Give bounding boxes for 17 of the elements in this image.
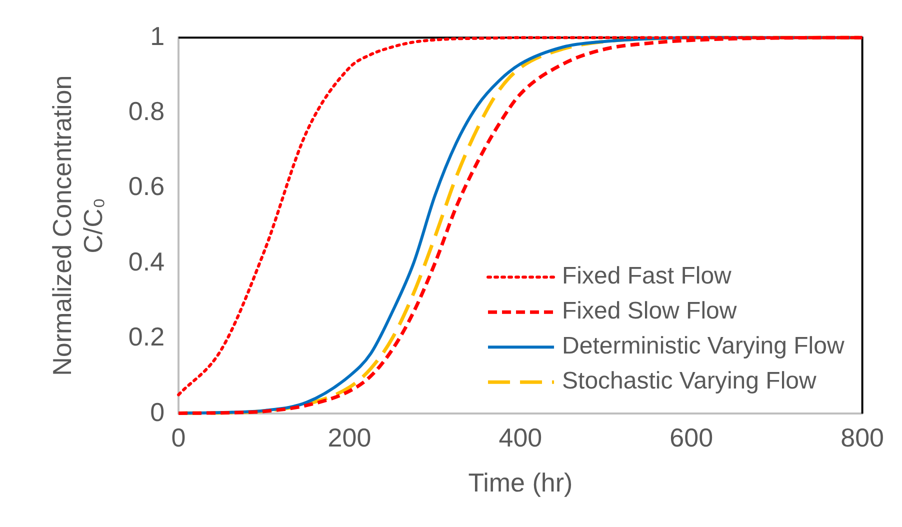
y-tick-label: 0.6 xyxy=(128,171,165,202)
y-tick-label: 1 xyxy=(150,20,165,51)
legend-label: Fixed Slow Flow xyxy=(562,298,738,325)
y-tick-label: 0.8 xyxy=(128,96,165,126)
x-tick-label: 0 xyxy=(171,422,186,452)
x-axis-title: Time (hr) xyxy=(468,468,573,498)
x-tick-label: 600 xyxy=(670,422,714,452)
legend-label: Stochastic Varying Flow xyxy=(562,368,818,395)
y-tick-label: 0 xyxy=(150,396,165,427)
x-tick-label: 200 xyxy=(328,422,372,452)
legend-label: Fixed Fast Flow xyxy=(562,262,732,290)
y-tick-label: 0.4 xyxy=(128,246,165,276)
y-tick-label: 0.2 xyxy=(128,322,165,352)
x-tick-label: 400 xyxy=(498,422,542,452)
x-tick-label: 800 xyxy=(840,422,884,452)
y-axis-title: Normalized Concentration C/C₀ xyxy=(46,75,108,376)
legend-label: Deterministic Varying Flow xyxy=(562,332,845,360)
